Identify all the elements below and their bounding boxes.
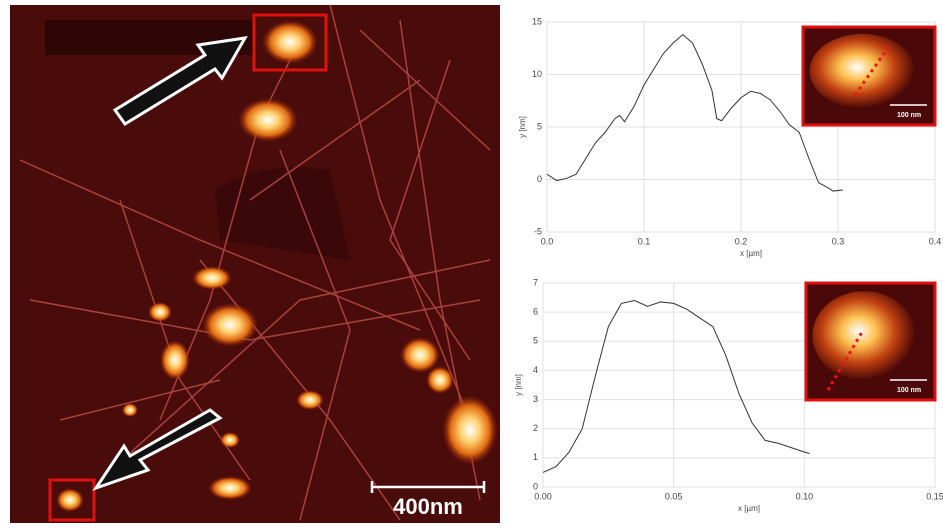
inset-scale-label: 100 nm	[897, 112, 921, 119]
y-tick-label: 1	[533, 452, 538, 462]
y-axis-label: y [nm]	[514, 374, 523, 396]
scale-bar-label: 400nm	[393, 494, 463, 519]
inset-blob	[809, 33, 916, 109]
inset-profile-path	[826, 331, 864, 391]
x-tick-label: 0.4	[929, 236, 942, 246]
y-tick-label: 2	[533, 423, 538, 433]
y-tick-label: 5	[537, 121, 542, 131]
y-tick-label: 15	[532, 16, 542, 26]
x-tick-label: 0.15	[926, 491, 943, 501]
inset-scale-label: 100 nm	[897, 387, 921, 394]
y-tick-label: 10	[532, 69, 542, 79]
x-tick-label: 0.2	[735, 236, 748, 246]
y-tick-label: 3	[533, 394, 538, 404]
profile-line	[546, 33, 843, 192]
inset-frame	[804, 281, 937, 402]
x-axis-label: x [µm]	[740, 249, 762, 258]
x-axis-label: x [µm]	[738, 504, 760, 513]
x-tick-label: 0.0	[541, 236, 554, 246]
inset-blob	[812, 291, 916, 381]
y-tick-label: 0	[537, 174, 542, 184]
profile-line	[542, 299, 810, 473]
x-tick-label: 0.3	[832, 236, 845, 246]
y-tick-label: -5	[534, 226, 542, 236]
y-axis-label: y [nm]	[518, 116, 527, 138]
scale-bar: 400nm	[370, 481, 486, 519]
x-tick-label: 0.05	[665, 491, 683, 501]
x-tick-label: 0.00	[534, 491, 552, 501]
y-tick-label: 5	[533, 336, 538, 346]
y-tick-label: 6	[533, 307, 538, 317]
y-tick-label: 4	[533, 365, 538, 375]
x-tick-label: 0.10	[796, 491, 814, 501]
inset-frame	[801, 25, 937, 127]
inset-profile-path	[853, 44, 892, 96]
y-tick-label: 0	[533, 481, 538, 491]
afm-image: 400nm	[10, 4, 500, 523]
y-tick-label: 7	[533, 277, 538, 287]
x-tick-label: 0.1	[638, 236, 651, 246]
